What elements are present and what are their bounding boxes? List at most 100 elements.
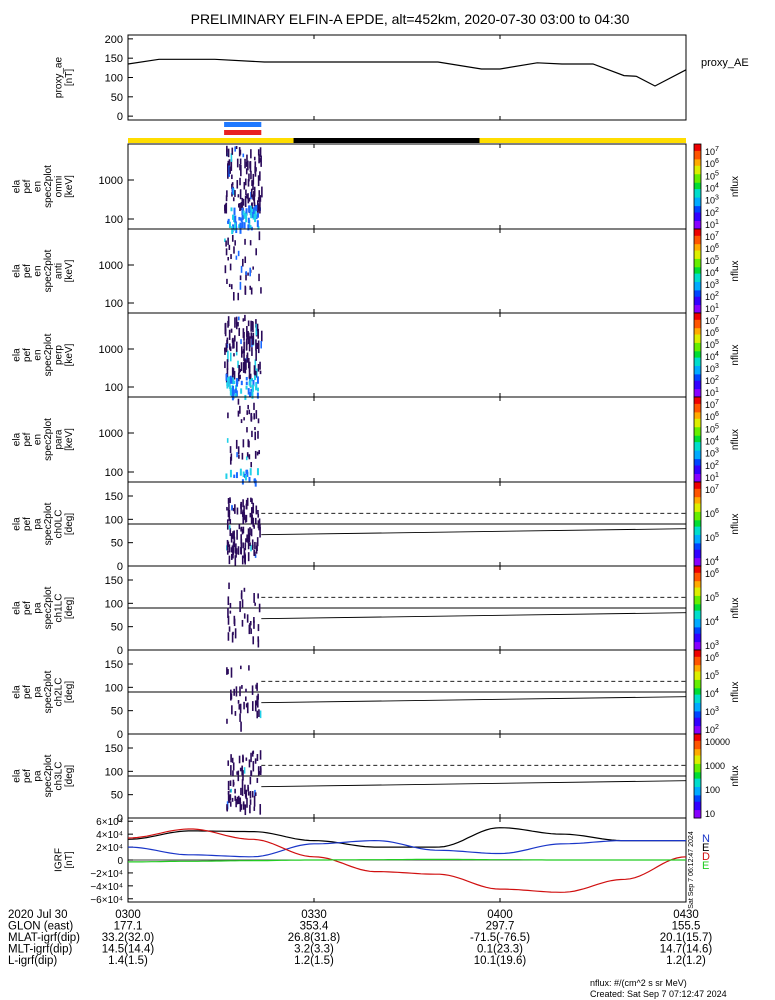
colorbar-cell xyxy=(694,357,701,360)
spectrum-cell xyxy=(234,215,237,223)
spectrum-cell xyxy=(241,197,244,208)
spectrum-cell xyxy=(252,502,255,514)
colorbar-cell xyxy=(694,683,701,687)
spectrum-cell xyxy=(242,349,245,354)
spectrum-cell xyxy=(256,212,259,218)
spectrum-cell xyxy=(257,328,259,339)
colorbar-cell xyxy=(694,500,701,504)
spectrum-cell xyxy=(228,283,231,287)
spectrum-cell xyxy=(242,801,245,810)
panel-ylabel: [nT] xyxy=(64,851,75,868)
spectrum-cell xyxy=(226,506,228,511)
colorbar-cell xyxy=(694,154,701,158)
panel-ylabel: pef xyxy=(22,685,33,699)
spectrum-cell xyxy=(246,497,249,506)
spectrum-cell xyxy=(253,156,256,161)
spectrum-cell xyxy=(245,272,247,281)
y-tick-label: 150 xyxy=(105,743,123,755)
colorbar-tick: 102 xyxy=(705,207,719,218)
colorbar-cell xyxy=(694,488,701,491)
spectrum-cell xyxy=(239,703,242,714)
spectrum-cell xyxy=(254,479,257,487)
panel-en_para: ela pef en spec2plot para [keV]10710610510410… xyxy=(12,396,741,487)
spectrum-cell xyxy=(253,365,256,375)
spectrum-cell xyxy=(241,765,243,776)
panel-ylabel: ch0LC xyxy=(54,510,65,539)
spectrum-cell xyxy=(231,367,234,379)
spectrum-cell xyxy=(237,321,239,327)
spectrum-cell xyxy=(228,329,231,340)
colorbar-cell xyxy=(694,169,701,173)
colorbar-cell xyxy=(694,727,701,731)
spectrum-cell xyxy=(256,682,258,691)
colorbar-label: nflux xyxy=(730,513,741,534)
colorbar-cell xyxy=(694,229,701,232)
spectrum-cell xyxy=(233,370,236,380)
colorbar-cell xyxy=(694,780,701,783)
colorbar-tick: 104 xyxy=(705,556,719,567)
spectrum-cell xyxy=(241,685,243,689)
ephemeris-row-label: 2020 Jul 30 xyxy=(8,909,67,921)
spectrum-cell xyxy=(239,217,242,221)
spectrum-cell xyxy=(239,601,241,613)
colorbar-cell xyxy=(694,454,701,457)
spectrum-cell xyxy=(241,221,244,229)
colorbar-cell xyxy=(694,365,701,369)
colorbar-cell xyxy=(694,526,701,529)
colorbar-cell xyxy=(694,595,701,598)
igrf-series-line xyxy=(128,858,686,863)
colorbar-cell xyxy=(694,734,701,737)
colorbar-cell xyxy=(694,241,701,245)
spectrum-cell xyxy=(244,358,246,369)
colorbar-cell xyxy=(694,199,701,202)
spectrum-cell xyxy=(238,224,241,229)
colorbar-cell xyxy=(694,163,701,166)
spectrum-cell xyxy=(239,275,242,281)
y-tick-label: 1000 xyxy=(99,344,123,356)
colorbar-cell xyxy=(694,574,701,577)
colorbar-cell xyxy=(694,637,701,640)
spectrum-cell xyxy=(227,376,230,381)
spectrum-cell xyxy=(250,287,253,295)
spectrum-cell xyxy=(242,210,245,217)
colorbar-tick: 103 xyxy=(705,195,719,206)
colorbar-cell xyxy=(694,405,701,409)
spectrum-cell xyxy=(232,389,235,394)
colorbar-cell xyxy=(694,197,701,200)
colorbar-cell xyxy=(694,748,701,752)
colorbar-cell xyxy=(694,281,701,285)
colorbar-cell xyxy=(694,361,701,364)
ephemeris-value: 26.8(31.8) xyxy=(288,932,341,944)
spectrum-cell xyxy=(247,404,249,410)
colorbar-label: nflux xyxy=(730,176,741,197)
colorbar-cell xyxy=(694,689,701,693)
colorbar-cell xyxy=(694,599,701,603)
spectrum-cell xyxy=(252,321,254,333)
spectrum-cell xyxy=(227,148,230,158)
spectrum-cell xyxy=(247,528,250,539)
spectrum-cell xyxy=(234,393,237,398)
colorbar-tick: 105 xyxy=(705,592,719,603)
colorbar-tick: 104 xyxy=(705,267,719,278)
spectrum-cell xyxy=(227,320,229,328)
spectrum-cell xyxy=(250,208,253,212)
spectrum-cell xyxy=(228,582,230,590)
colorbar-cell xyxy=(694,171,701,175)
spectrum-cell xyxy=(238,704,241,710)
spectrum-cell xyxy=(243,222,246,229)
colorbar-tick: 101 xyxy=(705,387,719,398)
spectrum-cell xyxy=(226,368,229,378)
spectrum-cell xyxy=(227,497,230,504)
colorbar-cell xyxy=(694,216,701,219)
ephemeris-value: 0.1(23.3) xyxy=(477,944,523,956)
colorbar-cell xyxy=(694,681,701,685)
colorbar-cell xyxy=(694,371,701,375)
panel-ylabel: [keV] xyxy=(64,428,75,451)
colorbar-cell xyxy=(694,175,701,179)
ephemeris-value: 0330 xyxy=(301,909,327,921)
spectrum-cell xyxy=(245,376,248,381)
colorbar-cell xyxy=(694,530,701,533)
colorbar-tick: 102 xyxy=(705,724,719,735)
spectrum-cell xyxy=(254,792,257,796)
colorbar-cell xyxy=(694,231,701,234)
